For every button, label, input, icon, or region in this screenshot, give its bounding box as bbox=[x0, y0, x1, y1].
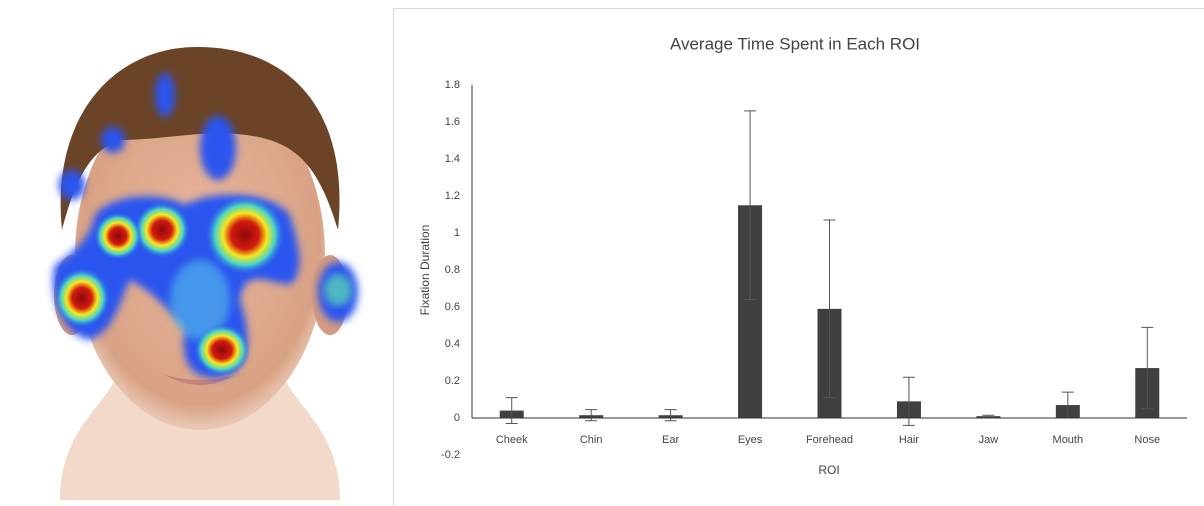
y-tick-label: 0.6 bbox=[445, 301, 460, 313]
y-tick-label: 0.8 bbox=[445, 264, 460, 276]
x-tick-label: Jaw bbox=[979, 434, 999, 446]
y-tick-label: 0.4 bbox=[445, 338, 460, 350]
x-tick-label: Nose bbox=[1134, 434, 1160, 446]
face-image bbox=[53, 47, 358, 500]
y-tick-label: 0.2 bbox=[445, 375, 460, 387]
x-tick-label: Hair bbox=[899, 434, 920, 446]
x-tick-label: Mouth bbox=[1053, 434, 1084, 446]
x-tick-label: Ear bbox=[662, 434, 679, 446]
y-tick-label: 1.4 bbox=[445, 153, 460, 165]
page: {"chart_data": {"type": "bar", "title": … bbox=[0, 0, 1204, 506]
x-tick-label: Cheek bbox=[496, 434, 528, 446]
x-tick-label: Forehead bbox=[806, 434, 853, 446]
x-tick-label: Eyes bbox=[738, 434, 763, 446]
x-tick-label: Chin bbox=[580, 434, 603, 446]
y-tick-label: -0.2 bbox=[441, 449, 460, 461]
y-axis-label: Fixation Duration bbox=[418, 225, 432, 316]
figure: Average Time Spent in Each ROI ROI Fixat… bbox=[0, 0, 1204, 506]
x-axis-label: ROI bbox=[818, 463, 839, 477]
y-tick-label: 1.8 bbox=[445, 79, 460, 91]
chart-title: Average Time Spent in Each ROI bbox=[670, 34, 920, 53]
chart-frame bbox=[394, 9, 1204, 506]
y-tick-label: 1.2 bbox=[445, 190, 460, 202]
y-tick-label: 1.6 bbox=[445, 116, 460, 128]
y-tick-label: 1 bbox=[454, 227, 460, 239]
y-tick-label: 0 bbox=[454, 412, 460, 424]
